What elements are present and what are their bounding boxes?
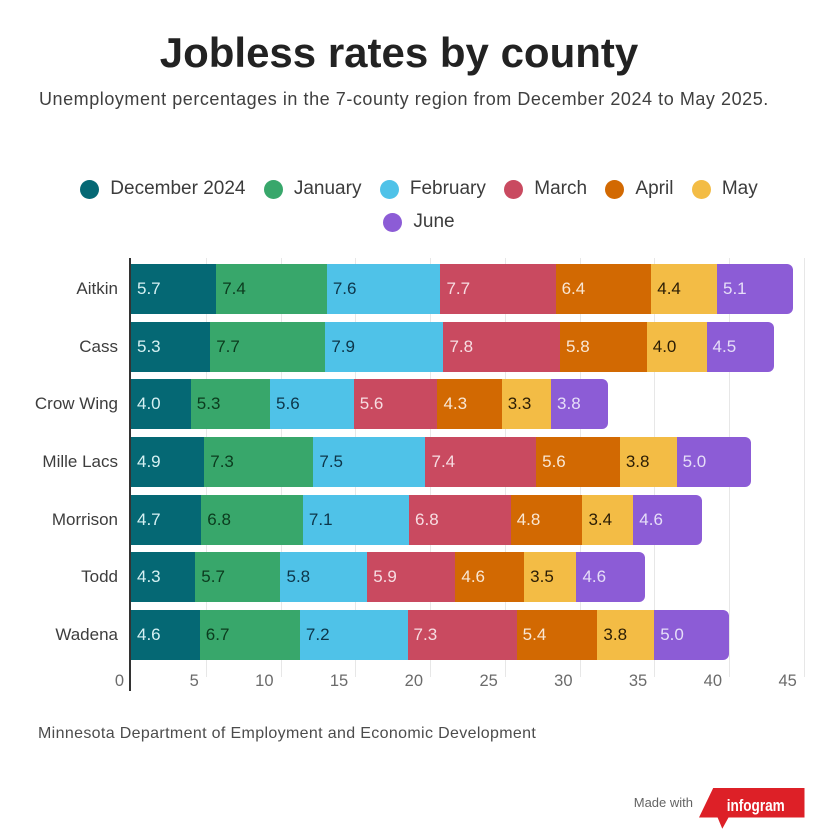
svg-text:infogram: infogram	[727, 797, 785, 815]
